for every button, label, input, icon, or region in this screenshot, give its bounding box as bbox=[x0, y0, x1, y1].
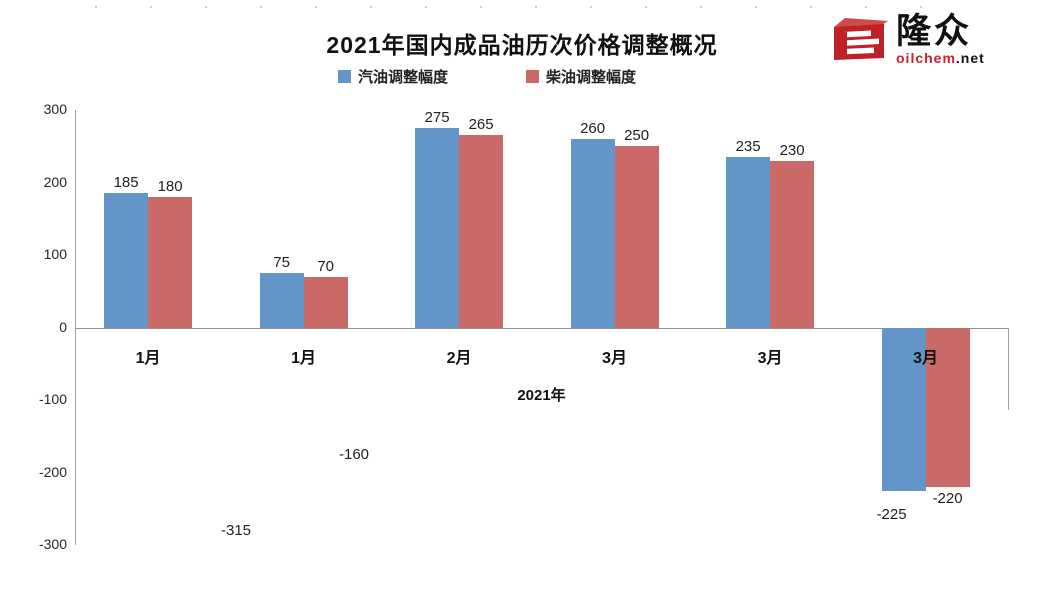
bar bbox=[925, 327, 970, 487]
x-axis-zero-line bbox=[75, 328, 1009, 329]
legend-item-diesel: 柴油调整幅度 bbox=[526, 66, 636, 87]
bar-value-label: 235 bbox=[735, 138, 761, 156]
x-category-label: 3月 bbox=[913, 349, 939, 367]
bar bbox=[303, 276, 348, 328]
oilchem-logo: 隆众 oilchem.net bbox=[826, 14, 985, 69]
legend-label-gasoline: 汽油调整幅度 bbox=[358, 69, 449, 86]
bar bbox=[259, 273, 304, 328]
bar bbox=[726, 157, 771, 328]
bar bbox=[104, 193, 149, 328]
y-tick-label: 300 bbox=[43, 101, 67, 117]
bar-value-label: 180 bbox=[157, 178, 183, 195]
bar bbox=[148, 197, 193, 328]
x-axis-title: 2021年 bbox=[517, 387, 566, 404]
x-category-label: 1月 bbox=[135, 349, 161, 367]
x-category-label: 3月 bbox=[757, 349, 783, 367]
y-tick-label: 200 bbox=[43, 173, 67, 190]
logo-domain-tld: .net bbox=[955, 50, 985, 66]
legend-label-diesel: 柴油调整幅度 bbox=[546, 69, 637, 86]
y-tick-label: -300 bbox=[38, 536, 67, 552]
chart-legend: 汽油调整幅度 柴油调整幅度 bbox=[338, 66, 636, 87]
floating-data-label: -315 bbox=[220, 522, 252, 539]
y-tick-label: -100 bbox=[38, 391, 67, 407]
bar-value-label: 250 bbox=[624, 127, 650, 145]
logo-domain-red: oilchem bbox=[896, 50, 956, 66]
y-tick-label: 100 bbox=[43, 246, 67, 262]
bar-value-label: 260 bbox=[580, 120, 606, 137]
bar-value-label: 275 bbox=[424, 109, 450, 127]
bar-value-label: 70 bbox=[317, 257, 334, 275]
bar-value-label: 75 bbox=[273, 254, 290, 272]
bar bbox=[881, 327, 926, 491]
bar bbox=[459, 135, 504, 328]
y-tick-label: 0 bbox=[59, 318, 67, 335]
chart-title: 2021年国内成品油历次价格调整概况 bbox=[326, 32, 718, 58]
plot-right-border bbox=[1008, 328, 1009, 410]
x-category-label: 3月 bbox=[602, 349, 628, 367]
legend-item-gasoline: 汽油调整幅度 bbox=[338, 66, 448, 87]
diesel-swatch-icon bbox=[526, 70, 540, 83]
oilchem-logo-cube-icon bbox=[826, 14, 890, 69]
bar bbox=[570, 139, 615, 328]
gasoline-swatch-icon bbox=[338, 70, 351, 83]
bar bbox=[614, 146, 659, 328]
bar-value-label: 185 bbox=[113, 174, 139, 192]
bar-value-label: -225 bbox=[876, 505, 907, 523]
y-axis-line bbox=[75, 110, 76, 545]
x-category-label: 1月 bbox=[291, 349, 317, 367]
y-tick-label: -200 bbox=[38, 463, 67, 480]
bar-value-label: 230 bbox=[779, 141, 805, 159]
logo-domain-text: oilchem.net bbox=[896, 51, 985, 65]
top-dashed-border bbox=[95, 6, 930, 8]
bar bbox=[415, 128, 460, 328]
logo-brand-text: 隆众 bbox=[896, 12, 973, 51]
bar-value-label: 265 bbox=[468, 116, 494, 134]
x-category-label: 2月 bbox=[446, 349, 472, 367]
floating-data-label: -160 bbox=[338, 446, 370, 463]
bar bbox=[770, 160, 815, 328]
bar-value-label: -220 bbox=[932, 490, 963, 507]
